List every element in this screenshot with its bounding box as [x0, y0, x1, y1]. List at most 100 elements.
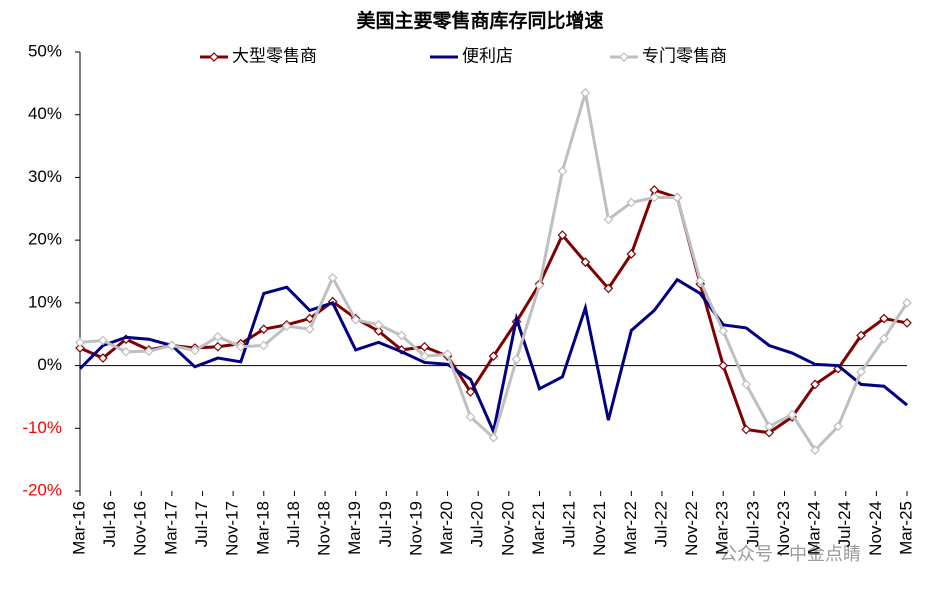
- marker: [488, 432, 499, 443]
- marker: [144, 346, 154, 356]
- marker: [98, 335, 108, 346]
- marker: [327, 272, 338, 283]
- marker: [304, 324, 315, 335]
- x-tick-label: Nov-17: [223, 501, 242, 556]
- y-tick-label: 10%: [28, 292, 62, 311]
- marker: [741, 379, 752, 390]
- marker: [304, 313, 315, 324]
- marker: [350, 314, 361, 325]
- x-tick-label: Mar-22: [621, 501, 640, 555]
- marker: [902, 318, 912, 328]
- y-tick-label: 40%: [28, 104, 62, 123]
- marker: [534, 280, 545, 291]
- marker: [235, 341, 246, 352]
- x-tick-label: Mar-17: [161, 501, 180, 555]
- marker: [626, 197, 637, 208]
- x-tick-label: Nov-22: [682, 501, 701, 556]
- x-tick-label: Jul-21: [560, 501, 579, 547]
- marker: [121, 346, 131, 357]
- marker: [75, 343, 85, 353]
- marker: [212, 341, 223, 352]
- marker: [209, 52, 219, 62]
- legend-label: 便利店: [462, 46, 513, 65]
- x-tick-label: Jul-24: [835, 501, 854, 547]
- legend-label: 专门零售商: [642, 46, 727, 65]
- marker: [557, 166, 568, 177]
- marker: [488, 351, 499, 362]
- marker: [281, 321, 292, 331]
- marker: [810, 379, 820, 390]
- x-tick-label: Mar-25: [896, 501, 915, 555]
- marker: [810, 445, 820, 456]
- marker: [580, 87, 591, 98]
- x-tick-label: Nov-19: [406, 501, 425, 556]
- y-tick-label: -10%: [22, 418, 62, 437]
- marker: [580, 257, 591, 267]
- marker: [396, 345, 407, 355]
- series-line: [78, 277, 908, 437]
- marker: [212, 331, 223, 342]
- x-tick-label: Mar-19: [345, 501, 364, 555]
- watermark: 公众号 · 中金点睛: [719, 544, 861, 564]
- chart-title: 美国主要零售商库存同比增速: [356, 9, 603, 32]
- marker: [626, 249, 637, 259]
- marker: [167, 340, 177, 351]
- x-tick-label: Jul-19: [376, 501, 395, 547]
- x-tick-label: Jul-18: [284, 501, 303, 547]
- marker: [75, 337, 85, 348]
- x-tick-label: Mar-16: [69, 501, 88, 555]
- marker: [396, 330, 407, 341]
- marker: [511, 354, 522, 365]
- marker: [764, 421, 775, 432]
- marker: [718, 326, 729, 336]
- marker: [695, 276, 706, 286]
- marker: [557, 230, 568, 240]
- marker: [879, 333, 889, 344]
- x-tick-label: Jul-17: [192, 501, 211, 547]
- x-tick-label: Nov-16: [131, 501, 150, 556]
- marker: [879, 313, 889, 324]
- marker: [465, 412, 476, 422]
- marker: [856, 366, 866, 377]
- x-tick-label: Jul-22: [651, 501, 670, 547]
- x-tick-label: Mar-18: [253, 501, 272, 555]
- y-tick-label: 30%: [28, 167, 62, 186]
- marker: [258, 324, 269, 335]
- marker: [373, 319, 384, 330]
- series-line: [79, 92, 909, 453]
- y-tick-label: 20%: [28, 230, 62, 249]
- legend-label: 大型零售商: [232, 46, 317, 65]
- marker: [373, 326, 384, 336]
- x-tick-label: Mar-21: [529, 501, 548, 555]
- marker: [603, 283, 614, 294]
- series-line: [79, 188, 908, 435]
- marker: [672, 192, 683, 203]
- x-tick-label: Nov-21: [590, 501, 609, 556]
- marker: [190, 345, 200, 356]
- marker: [833, 421, 843, 432]
- x-tick-label: Mar-23: [713, 501, 732, 555]
- marker: [442, 349, 453, 360]
- x-tick-label: Jul-16: [100, 501, 119, 547]
- x-tick-label: Jul-20: [468, 501, 487, 547]
- marker: [764, 427, 775, 438]
- marker: [787, 409, 797, 420]
- marker: [902, 298, 912, 308]
- x-tick-label: Nov-23: [774, 501, 793, 556]
- x-tick-label: Nov-20: [498, 501, 517, 556]
- marker: [619, 52, 629, 62]
- marker: [258, 340, 269, 351]
- marker: [649, 192, 660, 203]
- y-tick-label: 0%: [37, 355, 62, 374]
- marker: [419, 351, 430, 362]
- marker: [98, 353, 108, 363]
- marker: [465, 387, 476, 397]
- x-tick-label: Jul-23: [743, 501, 762, 547]
- x-tick-label: Nov-18: [315, 501, 334, 556]
- marker: [603, 214, 614, 225]
- x-tick-label: Mar-20: [437, 501, 456, 555]
- marker: [718, 360, 729, 371]
- y-tick-label: -20%: [22, 480, 62, 499]
- marker: [419, 341, 430, 352]
